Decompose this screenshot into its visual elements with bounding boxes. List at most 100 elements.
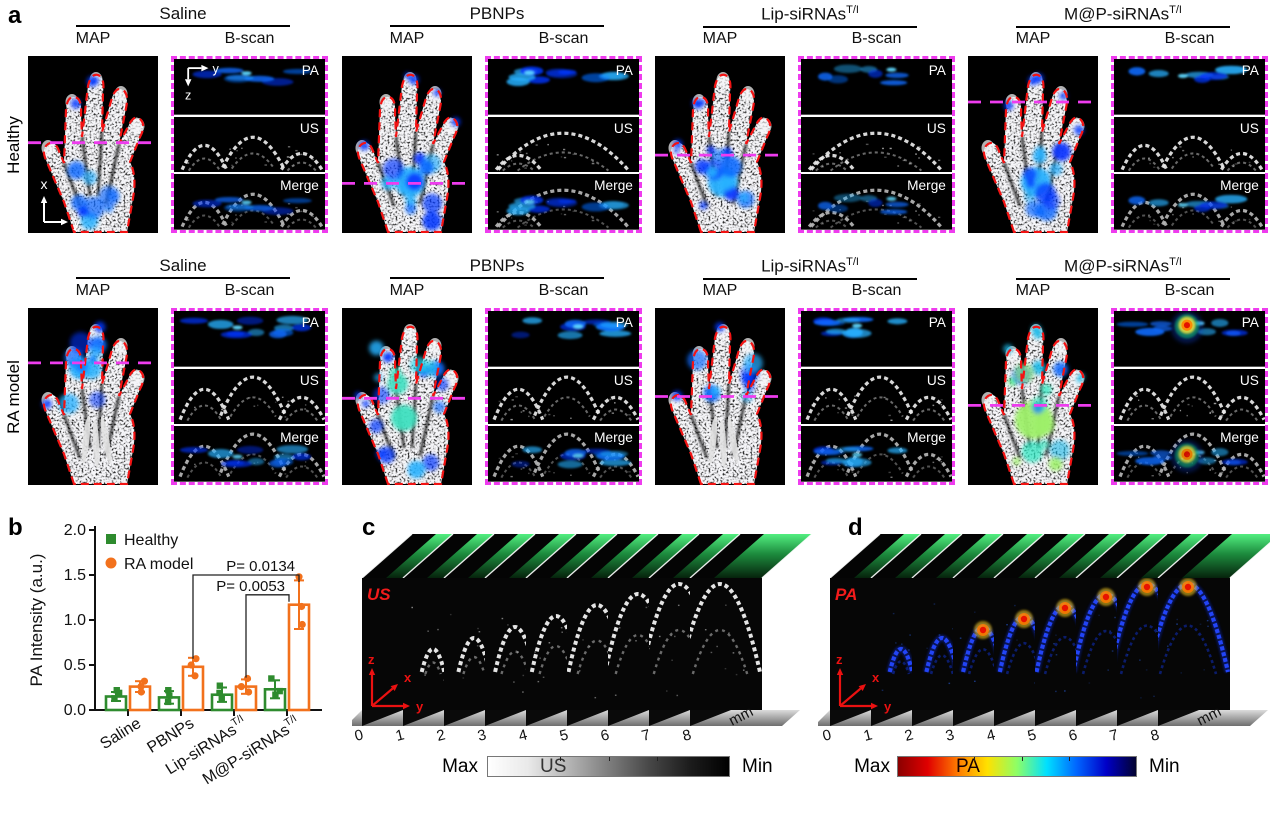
bscan-strip-pa: PA bbox=[801, 311, 952, 367]
group-title: PBNPs bbox=[390, 256, 604, 279]
bscan-panel: PA US Merge bbox=[485, 308, 642, 485]
col-label-bscan: B-scan bbox=[224, 30, 275, 47]
bscan-strip-us: US bbox=[801, 116, 952, 173]
svg-text:PA: PA bbox=[1242, 315, 1260, 330]
data-point bbox=[216, 689, 223, 697]
svg-text:US: US bbox=[1240, 373, 1259, 388]
data-point bbox=[218, 696, 225, 703]
data-point bbox=[187, 661, 195, 669]
col-label-map: MAP bbox=[1015, 282, 1051, 299]
bscan-axes: yz bbox=[184, 62, 220, 102]
bscan-strip-us: US bbox=[801, 368, 952, 425]
col-label-map: MAP bbox=[75, 282, 111, 299]
slice-tick-label: 6 bbox=[1067, 726, 1079, 745]
pa-colorbar-gradient: PA bbox=[897, 756, 1137, 777]
slice-tick-label: 5 bbox=[558, 726, 570, 745]
map-image bbox=[968, 308, 1098, 486]
svg-text:US: US bbox=[614, 121, 633, 136]
slice-tick-label: 8 bbox=[681, 726, 693, 745]
bscan-panel: PA US Merge bbox=[798, 56, 955, 233]
bscan-panel: PA US Merge bbox=[485, 56, 642, 233]
y-axis-label: PA Intensity (a.u.) bbox=[27, 554, 46, 687]
svg-text:Merge: Merge bbox=[594, 431, 633, 446]
svg-text:Merge: Merge bbox=[907, 179, 946, 194]
bscan-strip-us: US bbox=[174, 368, 325, 425]
stack-axes: z xy bbox=[836, 652, 892, 714]
data-point bbox=[166, 692, 173, 699]
col-label-bscan: B-scan bbox=[224, 282, 275, 299]
map-axes: xy bbox=[41, 176, 81, 230]
us-colorbar-gradient: US bbox=[487, 756, 730, 777]
bscan-panel: PA US Merge bbox=[798, 308, 955, 485]
slice-tick-label: 1 bbox=[862, 726, 874, 745]
col-label-map: MAP bbox=[1015, 30, 1051, 47]
bscan-strip-merge: Merge bbox=[1114, 174, 1265, 231]
svg-text:Healthy: Healthy bbox=[124, 532, 178, 549]
svg-text:Saline: Saline bbox=[97, 715, 144, 753]
data-point bbox=[191, 672, 199, 680]
svg-text:Merge: Merge bbox=[1220, 431, 1259, 446]
slice-tick-label: 7 bbox=[1108, 726, 1120, 745]
col-label-bscan: B-scan bbox=[1164, 282, 1215, 299]
treatment-group-lip-sirnas: Lip-siRNAsT/I MAP B-scan PA US Merge bbox=[655, 2, 955, 254]
bscan-strip-us: US bbox=[1114, 116, 1265, 173]
panel-d-label: d bbox=[848, 514, 863, 541]
group-title: PBNPs bbox=[390, 4, 604, 27]
pa-colorbar-title: PA bbox=[956, 756, 980, 777]
panel-c-label: c bbox=[362, 514, 376, 541]
slice-tick-label: 3 bbox=[944, 726, 956, 745]
svg-text:y: y bbox=[213, 62, 220, 76]
stack-axes: z xy bbox=[368, 652, 424, 714]
treatment-group-pbnps: PBNPs MAP B-scan PA US Merge bbox=[342, 254, 642, 506]
us-colorbar-max-label: Max bbox=[442, 756, 478, 777]
svg-text:PA: PA bbox=[929, 315, 947, 330]
us-colorbar-min-label: Min bbox=[742, 756, 773, 777]
svg-text:US: US bbox=[614, 373, 633, 388]
data-point bbox=[111, 695, 118, 702]
p-value-label: P= 0.0134 bbox=[226, 558, 295, 575]
data-point bbox=[137, 688, 145, 696]
pa-colorbar-min-label: Min bbox=[1149, 756, 1180, 777]
svg-text:z: z bbox=[185, 88, 191, 102]
bscan-panel: y z PA US Merge bbox=[171, 56, 328, 233]
panel-a-row-ra-model: RA model Saline MAP B-scan PA US Merge PBNPs MAP… bbox=[4, 254, 1270, 506]
col-label-bscan: B-scan bbox=[1164, 30, 1215, 47]
bscan-strip-pa: PA bbox=[1114, 59, 1265, 115]
map-image bbox=[968, 56, 1098, 234]
group-title: M@P-siRNAsT/I bbox=[1016, 4, 1230, 28]
chart-legend: Healthy RA model bbox=[105, 532, 193, 573]
svg-text:y: y bbox=[884, 699, 892, 714]
map-image bbox=[655, 308, 785, 486]
data-point bbox=[192, 655, 200, 663]
svg-text:Merge: Merge bbox=[907, 431, 946, 446]
bscan-strip-pa: PA bbox=[488, 311, 639, 367]
data-point bbox=[164, 698, 172, 706]
modality-tag: PA bbox=[835, 585, 857, 604]
svg-text:z: z bbox=[368, 652, 375, 667]
svg-text:RA model: RA model bbox=[124, 556, 193, 573]
treatment-group-saline: Saline MAP B-scan x y y z PA US Merge bbox=[28, 2, 328, 254]
treatment-group-pbnps: PBNPs MAP B-scan PA US Merge bbox=[342, 2, 642, 254]
slice-tick-label: 8 bbox=[1149, 726, 1161, 745]
svg-text:US: US bbox=[300, 121, 319, 136]
svg-text:y: y bbox=[73, 214, 80, 230]
group-title: Lip-siRNAsT/I bbox=[703, 256, 917, 280]
col-label-map: MAP bbox=[702, 282, 738, 299]
slice-tick-label: 6 bbox=[599, 726, 611, 745]
slice-tick-label: 7 bbox=[640, 726, 652, 745]
bscan-strip-merge: Merge bbox=[801, 174, 952, 231]
svg-text:x: x bbox=[872, 670, 880, 685]
col-label-bscan: B-scan bbox=[538, 30, 589, 47]
treatment-group-saline: Saline MAP B-scan PA US Merge bbox=[28, 254, 328, 506]
col-label-bscan: B-scan bbox=[851, 282, 902, 299]
pa-colorbar-max-label: Max bbox=[854, 756, 890, 777]
group-title: Saline bbox=[76, 4, 290, 27]
svg-text:PA: PA bbox=[616, 63, 634, 78]
group-title: Lip-siRNAsT/I bbox=[703, 4, 917, 28]
y-tick-label: 2.0 bbox=[64, 522, 86, 539]
svg-text:x: x bbox=[404, 670, 412, 685]
slice-tick-label: 4 bbox=[517, 726, 529, 745]
bscan-strip-merge: Merge bbox=[801, 426, 952, 483]
